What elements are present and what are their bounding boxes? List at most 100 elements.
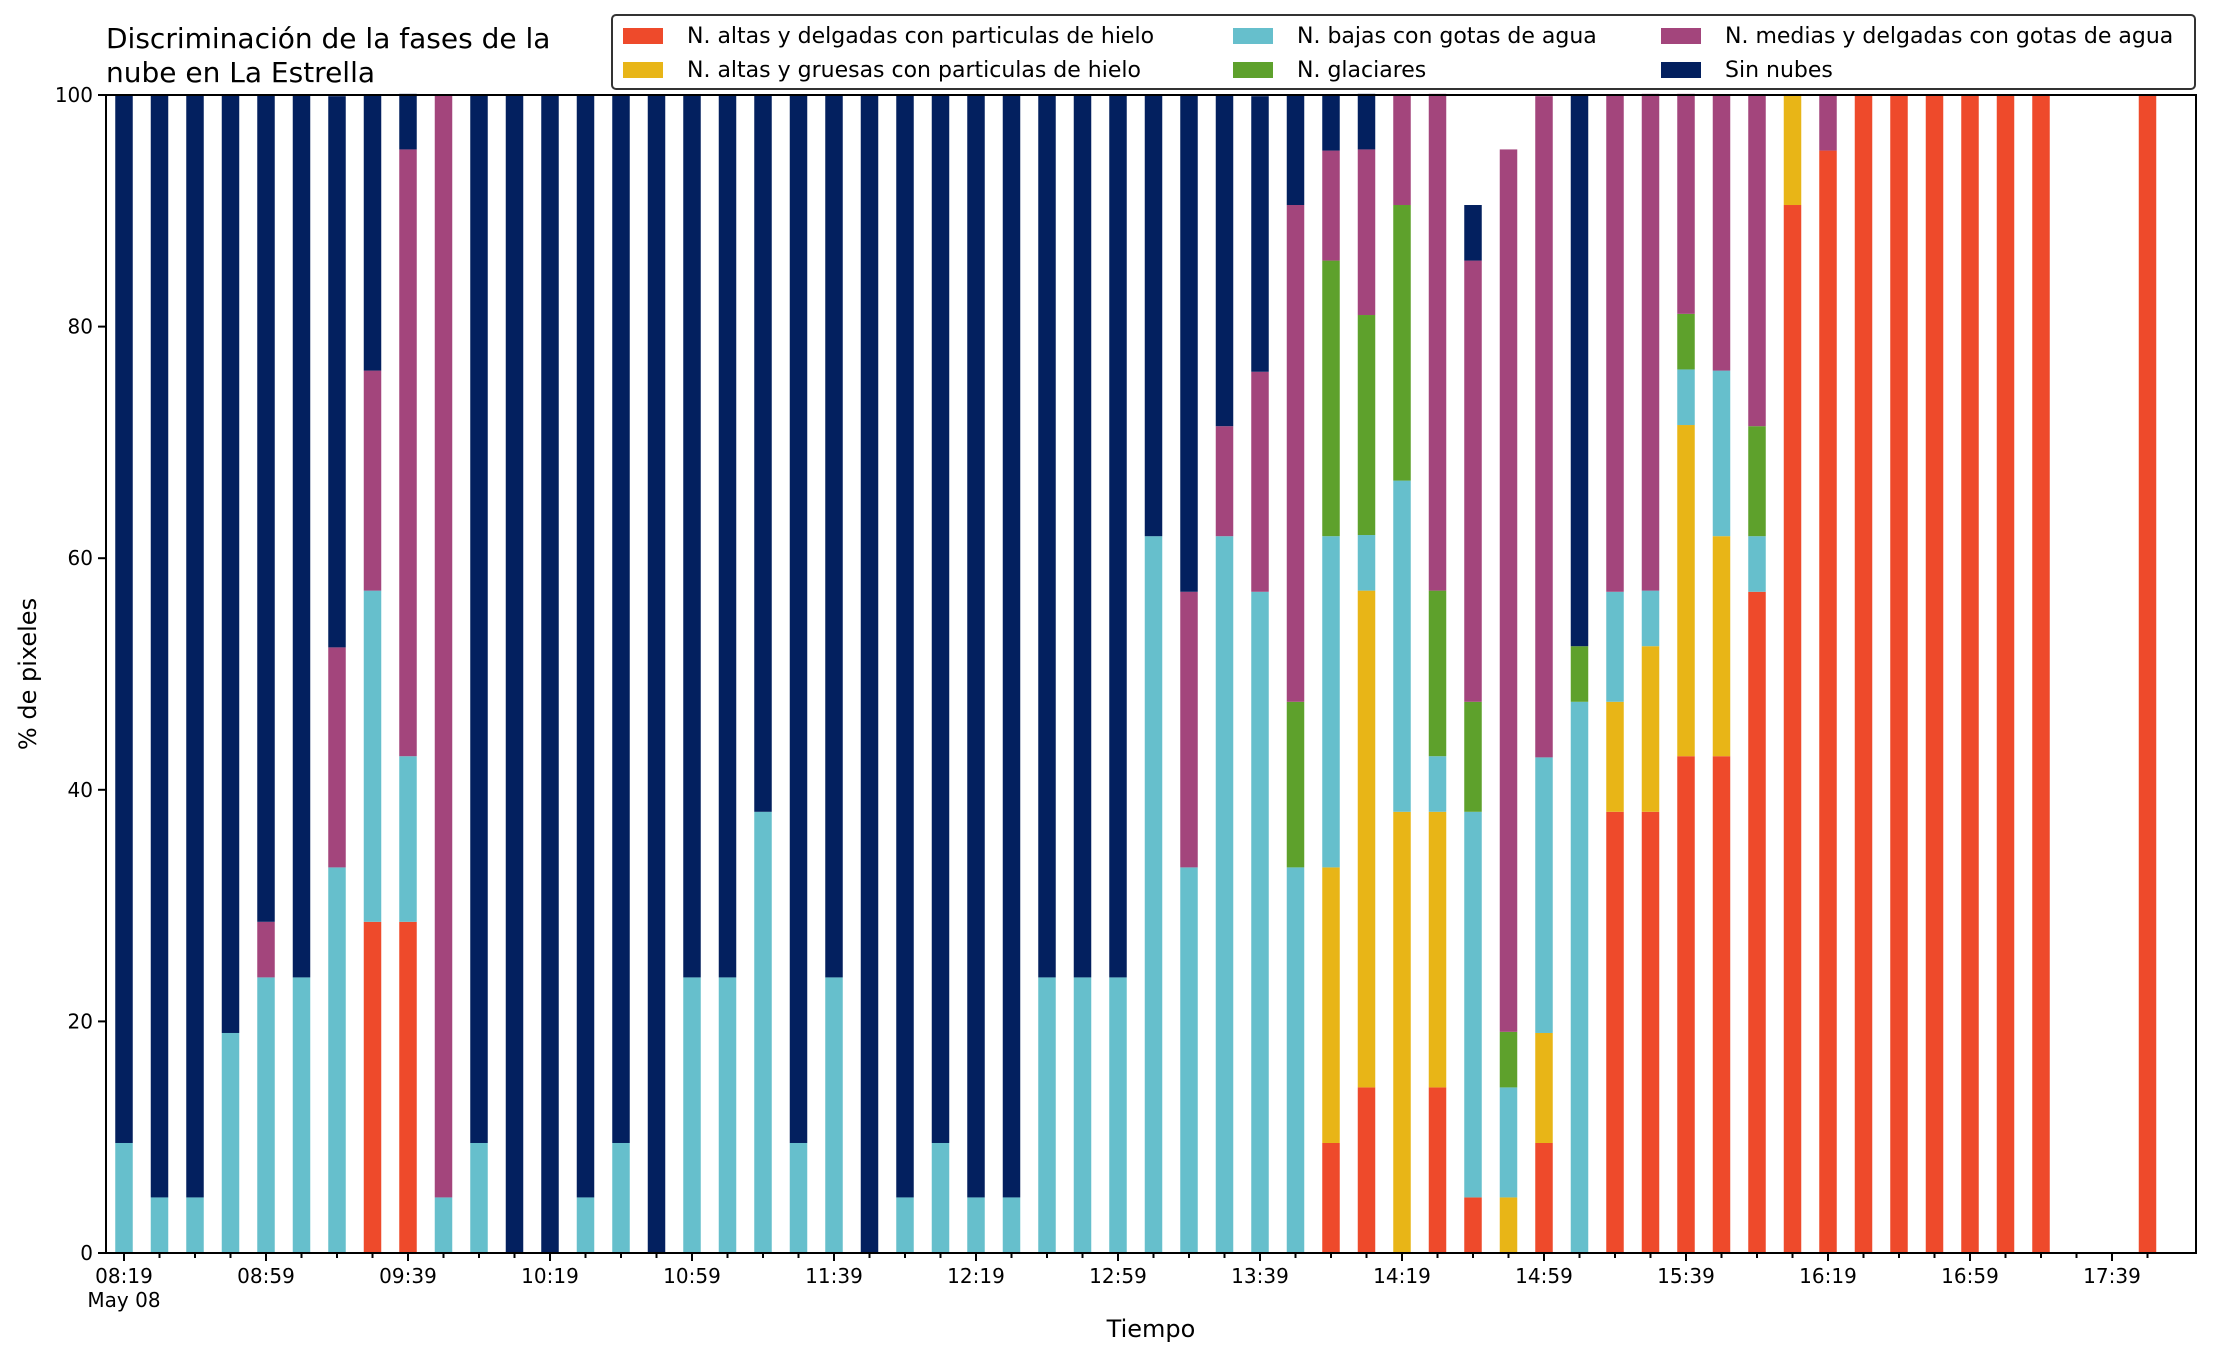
y-tick-label: 40 [68,778,93,802]
bar-segment [399,93,417,150]
legend-item-altas-gruesas: N. altas y gruesas con particulas de hie… [623,53,1233,87]
bar-segment [1002,95,1021,1198]
bar-segment [967,95,985,1198]
bar-segment [363,590,382,922]
bar-segment [1038,977,1056,1253]
bar-segment [1748,95,1766,427]
bar-segment [1677,425,1695,757]
bar-segment [328,647,346,868]
bar-segment [1641,811,1660,1253]
bar-segment [576,95,595,1198]
legend-label: N. medias y delgadas con gotas de agua [1725,23,2174,49]
bar-segment [505,95,524,1253]
bar-segment [1606,95,1624,592]
bar-segment [2032,95,2050,1253]
chart-title: Discriminación de la fases de la nube en… [106,22,551,89]
bar-segment [860,95,879,1253]
x-tick-label: 13:39 [1231,1264,1289,1288]
bar-segment [399,921,417,1253]
tick-layer: 0 20 40 60 80 100 08:19 08:59 09:39 10:19 10:59 11:… [55,83,2149,1312]
bar-segment [1890,95,1908,1253]
bar-segment [1570,701,1589,1253]
bar-segment [257,95,275,922]
bar-segment [1606,811,1624,1253]
bar-segment [115,95,133,1143]
bar-segment [1002,1197,1021,1253]
bar-segment [1606,591,1624,702]
x-axis-label: Tiempo [1106,1315,1196,1343]
bar-segment [1251,96,1269,372]
bar-segment [257,921,275,978]
legend-swatch [1661,62,1701,78]
legend-swatch [623,28,663,44]
legend-label: N. altas y delgadas con particulas de hi… [687,23,1155,49]
bar-segment [186,1197,204,1253]
bar-segment [1712,370,1731,537]
bar-segment [1215,536,1234,1253]
x-tick-label: 16:59 [1941,1264,1999,1288]
bar-segment [754,95,772,812]
bar-segment [1215,426,1234,537]
y-axis-label: % de pixeles [14,598,42,750]
bar-segment [1357,93,1376,150]
bar-segment [1109,95,1127,978]
bar-segment [1428,756,1447,812]
bar-segment [292,977,311,1253]
bar-segment [1641,93,1660,591]
x-tick-label: 15:39 [1657,1264,1715,1288]
bar-segment [115,1142,133,1253]
bar-segment [1570,646,1589,702]
legend: N. altas y delgadas con particulas de hi… [611,14,2196,90]
x-tick-label: 12:59 [1089,1264,1147,1288]
bar-segment [931,95,950,1143]
legend-label: N. bajas con gotas de agua [1297,23,1597,49]
bar-segment [1819,150,1837,1254]
bar-segment [541,95,559,1253]
bar-segment [1464,260,1482,702]
legend-item-altas-delgadas: N. altas y delgadas con particulas de hi… [623,19,1233,53]
bar-segment [1783,205,1802,1253]
bar-segment [1961,95,1979,1253]
bar-segment [1606,701,1624,812]
bar-segment [1322,95,1340,151]
x-tick-label: 08:19 [95,1264,153,1288]
bar-segment [1322,867,1340,1143]
bar-segment [1286,95,1305,206]
bar-segment [825,977,843,1253]
y-tick-label: 60 [68,546,93,570]
x-tick-sublabel: May 08 [87,1288,160,1312]
x-tick-label: 14:59 [1515,1264,1573,1288]
x-tick-label: 11:39 [805,1264,863,1288]
x-tick-label: 17:39 [2083,1264,2141,1288]
bar-segment [1712,536,1731,757]
legend-item-medias: N. medias y delgadas con gotas de agua [1661,19,2181,53]
bar-segment [1322,536,1340,868]
bar-segment [1499,149,1518,1032]
bar-segment [434,1197,453,1253]
legend-label: N. glaciares [1297,57,1427,83]
bar-segment [1535,1032,1553,1143]
bar-segment [1499,1031,1518,1088]
x-tick-label: 14:19 [1373,1264,1431,1288]
bar-segment [434,95,453,1198]
bar-segment [1357,535,1376,591]
bar-segment [1783,95,1802,206]
bar-segment [221,95,240,1033]
bar-segment [1464,1197,1482,1253]
bar-segment [1180,867,1198,1253]
bar-segment [1357,149,1376,316]
bar-segment [718,95,737,978]
bar-segment [1677,93,1695,314]
bar-segment [647,95,666,1253]
bar-segment [1286,205,1305,702]
legend-label: N. altas y gruesas con particulas de hie… [687,57,1141,83]
bar-segment [2138,95,2157,1253]
bar-segment [1393,480,1411,812]
bars-layer [115,93,2157,1254]
bar-segment [754,811,772,1253]
bar-segment [1499,1197,1518,1253]
x-tick-label: 16:19 [1799,1264,1857,1288]
bar-segment [1109,977,1127,1253]
bar-segment [363,370,382,591]
bar-segment [1499,1087,1518,1198]
